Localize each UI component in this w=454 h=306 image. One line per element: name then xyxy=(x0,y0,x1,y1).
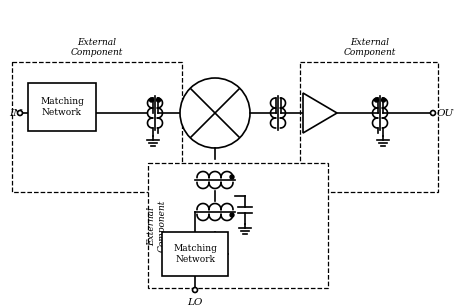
Circle shape xyxy=(375,98,379,102)
Circle shape xyxy=(157,98,161,102)
Text: External
Component: External Component xyxy=(147,200,167,252)
Text: External
Component: External Component xyxy=(344,38,396,57)
Text: Matching
Network: Matching Network xyxy=(40,97,84,117)
Circle shape xyxy=(381,98,385,102)
Bar xyxy=(28,83,96,131)
Bar xyxy=(162,232,228,276)
Circle shape xyxy=(430,110,435,115)
Text: LO: LO xyxy=(188,298,202,306)
Polygon shape xyxy=(303,93,337,133)
Bar xyxy=(300,62,438,192)
Circle shape xyxy=(149,98,153,102)
Circle shape xyxy=(230,213,234,217)
Bar xyxy=(12,62,182,192)
Circle shape xyxy=(18,110,23,115)
Text: IN: IN xyxy=(9,109,22,118)
Text: Matching
Network: Matching Network xyxy=(173,244,217,264)
Circle shape xyxy=(192,288,197,293)
Text: OUT: OUT xyxy=(437,109,454,118)
Text: External
Component: External Component xyxy=(71,38,123,57)
Circle shape xyxy=(180,78,250,148)
Circle shape xyxy=(230,175,234,179)
Bar xyxy=(148,163,328,288)
